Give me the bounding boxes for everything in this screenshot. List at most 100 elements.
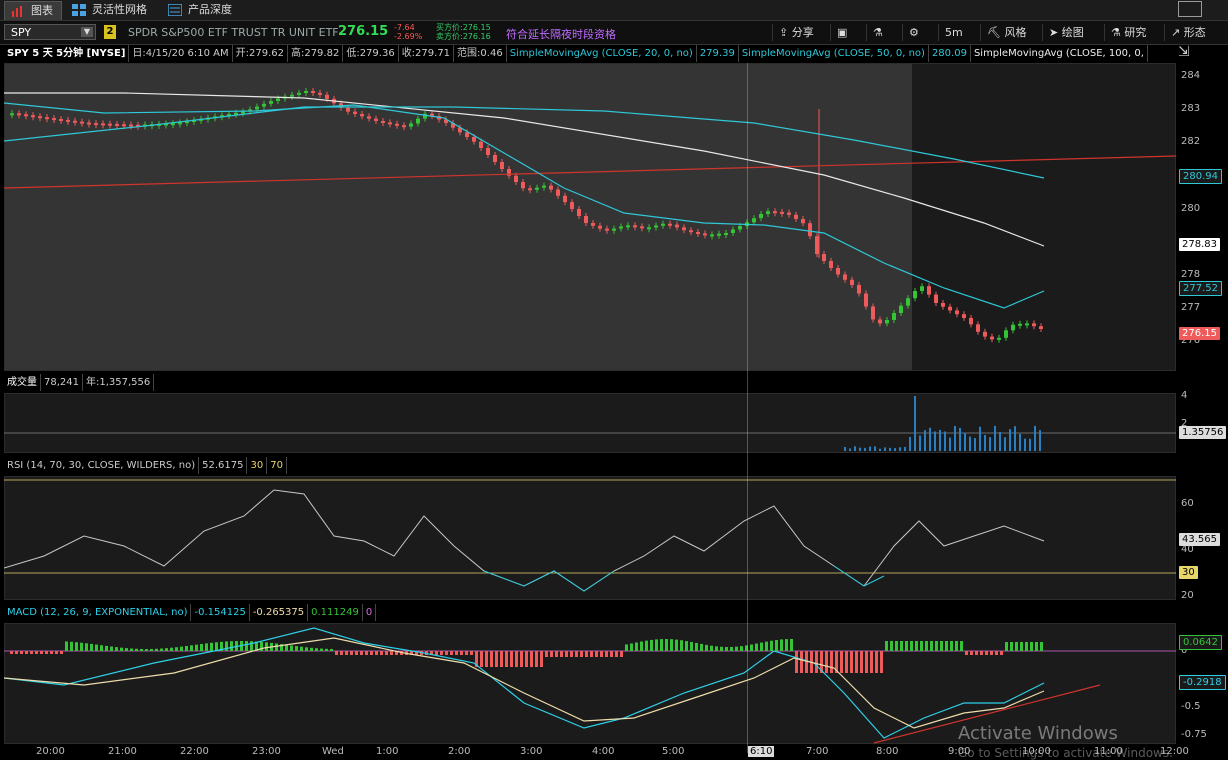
candle-body — [850, 280, 854, 285]
macd-histogram-bar — [700, 644, 703, 651]
macd-histogram-bar — [905, 641, 908, 651]
candle-body — [521, 182, 525, 188]
macd-histogram-bar — [565, 651, 568, 657]
macd-histogram-bar — [330, 649, 333, 651]
macd-histogram-bar — [15, 651, 18, 654]
candle-body — [591, 223, 595, 226]
share-button[interactable]: ⇪ 分享 — [772, 24, 820, 41]
macd-histogram-bar — [160, 649, 163, 651]
candle-body — [976, 324, 980, 331]
sma100-label[interactable]: SimpleMovingAvg (CLOSE, 100, 0, — [971, 45, 1148, 62]
macd-axis: 0 -0.5 -0.75 0.0642 -0.2918 — [1177, 623, 1228, 744]
candle-body — [766, 211, 770, 214]
macd-histogram-bar — [70, 642, 73, 651]
macd-histogram-bar — [695, 643, 698, 651]
sma50-label[interactable]: SimpleMovingAvg (CLOSE, 50, 0, no) — [739, 45, 929, 62]
collapse-icon[interactable]: ⇲ — [1178, 44, 1200, 62]
candle-body — [1039, 326, 1043, 329]
period-button[interactable]: 5m — [938, 24, 969, 41]
candle-body — [843, 275, 847, 280]
time-tick: 4:00 — [592, 746, 614, 757]
candle-body — [899, 306, 903, 313]
macd-histogram-bar — [60, 651, 63, 654]
macd-histogram-bar — [535, 651, 538, 667]
flask-icon: ⚗ — [873, 26, 883, 39]
tab-product-depth[interactable]: 产品深度 — [162, 1, 240, 19]
price-tick: 284 — [1181, 70, 1200, 81]
chevron-down-icon[interactable]: ▼ — [81, 27, 93, 37]
volume-chart[interactable] — [4, 393, 1176, 453]
macd-histogram-bar — [390, 651, 393, 655]
time-tick: 1:00 — [376, 746, 398, 757]
studies-button[interactable]: ⚗ 研究 — [1104, 24, 1152, 41]
style-button[interactable]: ⛏ 风格 — [980, 24, 1032, 41]
macd-histogram-bar — [305, 647, 308, 651]
macd-histogram-bar — [125, 648, 128, 651]
macd-histogram-bar — [610, 651, 613, 657]
candle-body — [787, 213, 791, 215]
macd-histogram-bar — [135, 649, 138, 651]
candle-body — [255, 107, 259, 110]
macd-histogram-bar — [575, 651, 578, 657]
restore-window-button[interactable] — [1178, 1, 1202, 17]
flask-button[interactable]: ⚗ — [866, 24, 889, 41]
rsi-chart[interactable] — [4, 476, 1176, 600]
volume-bar — [1019, 434, 1021, 451]
price-chart[interactable] — [4, 63, 1176, 371]
volume-bar — [904, 447, 906, 451]
candle-body — [689, 230, 693, 232]
macd-histogram-bar — [435, 651, 438, 655]
volume-bar — [914, 396, 916, 451]
volume-bar — [899, 447, 901, 451]
macd-histogram-bar — [385, 651, 388, 655]
macd-diff: 0.111249 — [308, 604, 363, 621]
time-tick: Wed — [322, 746, 344, 757]
macd-tick: -0.75 — [1181, 729, 1207, 740]
tab-flexible-grid[interactable]: 灵活性网格 — [66, 1, 155, 19]
settings-button[interactable]: ⚙ — [902, 24, 925, 41]
drawings-button[interactable]: ➤ 绘图 — [1042, 24, 1090, 41]
patterns-button[interactable]: ↗ 形态 — [1164, 24, 1212, 41]
macd-value-tag: -0.2918 — [1179, 675, 1226, 690]
bid-price: 买方价:276.15 — [436, 23, 491, 32]
macd-histogram-bar — [65, 641, 68, 651]
candle-body — [108, 124, 112, 126]
candle-body — [101, 123, 105, 125]
candle-body — [563, 196, 567, 202]
macd-label[interactable]: MACD (12, 26, 9, EXPONENTIAL, no) — [4, 604, 191, 621]
candle-body — [479, 142, 483, 148]
candle-body — [556, 190, 560, 196]
rsi-oversold: 30 — [247, 457, 267, 474]
candle-body — [920, 286, 924, 291]
symbol-selector[interactable]: SPY ▼ — [4, 24, 96, 40]
style-label: 风格 — [1004, 26, 1026, 39]
macd-histogram-bar — [295, 646, 298, 651]
bar-date: 日:4/15/20 6:10 AM — [129, 45, 232, 62]
tab-chart[interactable]: 图表 — [4, 1, 62, 20]
macd-histogram-bar — [550, 651, 553, 657]
link-group-badge[interactable]: 2 — [104, 25, 116, 39]
macd-histogram-bar — [975, 651, 978, 655]
candle-body — [262, 104, 266, 107]
candle-body — [661, 224, 665, 226]
macd-histogram-bar — [85, 643, 88, 651]
sma50-line — [4, 107, 1044, 178]
macd-histogram-bar — [345, 651, 348, 655]
time-tick: 6:10 — [748, 746, 774, 757]
candle-body — [129, 125, 133, 127]
crosshair-line — [747, 63, 748, 753]
candle-body — [584, 216, 588, 223]
macd-histogram-bar — [640, 642, 643, 651]
bar-low: 低:279.36 — [343, 45, 398, 62]
candle-body — [808, 223, 812, 236]
bar-range: 范围:0.46 — [454, 45, 507, 62]
macd-histogram-bar — [615, 651, 618, 657]
sma20-label[interactable]: SimpleMovingAvg (CLOSE, 20, 0, no) — [507, 45, 697, 62]
candle-body — [640, 226, 644, 228]
calendar-button[interactable]: ▣ — [830, 24, 853, 41]
rsi-label[interactable]: RSI (14, 70, 30, CLOSE, WILDERS, no) — [4, 457, 199, 474]
volume-bar — [909, 437, 911, 451]
candle-body — [304, 91, 308, 93]
macd-histogram-bar — [930, 641, 933, 651]
macd-histogram-bar — [645, 641, 648, 651]
